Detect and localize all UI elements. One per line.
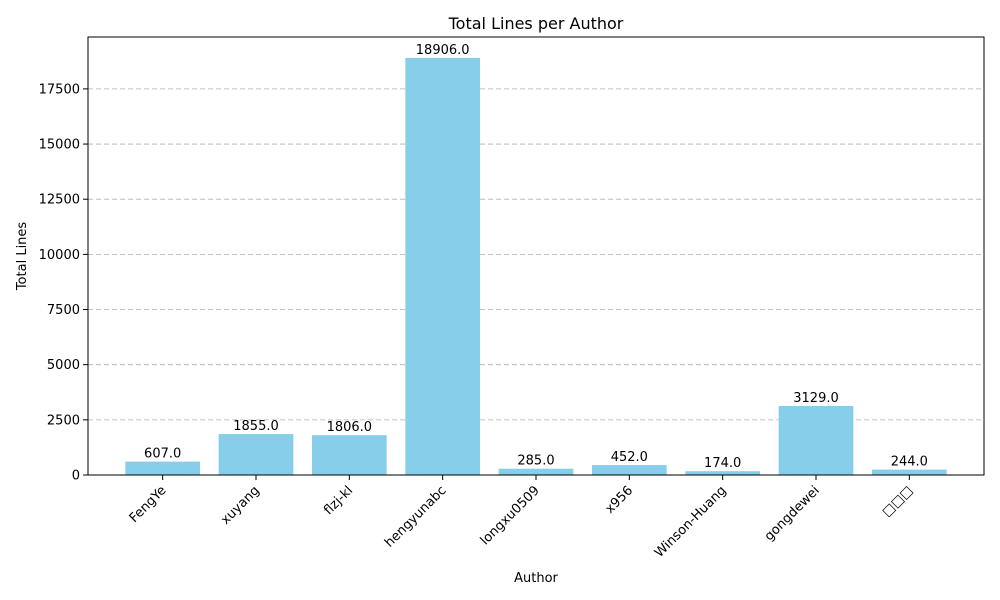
y-tick-label: 17500 <box>39 82 80 97</box>
bar <box>872 469 947 475</box>
bars <box>125 57 947 475</box>
bar-value-label: 452.0 <box>611 450 648 465</box>
y-axis-ticks: 0 2500 5000 7500 10000 12500 15000 17500 <box>39 82 88 484</box>
y-tick-label: 7500 <box>47 303 80 318</box>
x-tick-label: hengyunabc <box>382 483 449 550</box>
y-tick-label: 2500 <box>47 413 80 428</box>
x-axis-ticks: FengYe xuyang flzj-kl hengyunabc longxu0509 x… <box>127 475 916 561</box>
bar-value-label: 607.0 <box>144 447 181 462</box>
y-tick-label: 0 <box>72 469 80 484</box>
x-axis-title: Author <box>514 571 558 586</box>
y-tick-label: 15000 <box>39 138 80 153</box>
bar-value-label: 1806.0 <box>327 420 373 435</box>
bar-value-label: 1855.0 <box>233 419 279 434</box>
x-tick-label: x956 <box>603 483 637 517</box>
gridlines <box>88 88 984 421</box>
bar <box>405 57 480 475</box>
bar <box>685 471 760 475</box>
bar-value-label: 174.0 <box>704 456 741 471</box>
x-tick-label: □□□ <box>879 483 916 520</box>
y-tick-label: 10000 <box>39 248 80 263</box>
data-labels: 607.0 1855.0 1806.0 18906.0 285.0 452.0 174.0 3… <box>144 43 928 471</box>
bar <box>312 435 387 475</box>
bar-value-label: 244.0 <box>891 455 928 470</box>
bar <box>218 434 294 475</box>
y-tick-label: 5000 <box>47 358 80 373</box>
bar <box>125 461 200 475</box>
bar-value-label: 285.0 <box>517 454 554 469</box>
y-axis-title: Total Lines <box>15 222 30 292</box>
y-tick-label: 12500 <box>39 193 80 208</box>
bar <box>778 405 854 475</box>
x-tick-label: Winson-Huang <box>652 483 729 560</box>
x-tick-label: flzj-kl <box>321 483 356 518</box>
bar <box>498 468 574 475</box>
bar-value-label: 3129.0 <box>793 391 839 406</box>
bar <box>592 465 667 475</box>
x-tick-label: longxu0509 <box>478 483 543 548</box>
x-tick-label: FengYe <box>127 483 170 526</box>
bar-value-label: 18906.0 <box>416 43 470 58</box>
x-tick-label: gongdewei <box>762 483 823 544</box>
x-tick-label: xuyang <box>218 483 263 528</box>
chart-title: Total Lines per Author <box>448 14 624 33</box>
